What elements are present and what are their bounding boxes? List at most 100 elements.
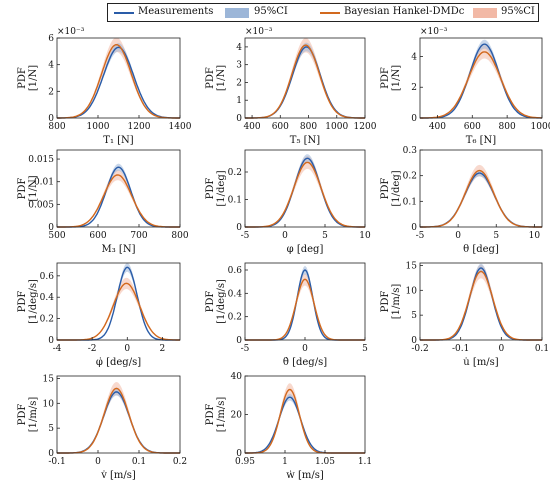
panel-T5: 400 600 800 1000 1200 0 1 2 3 4×10⁻³ T₅ [N] PDF[1/N… (205, 27, 377, 146)
y-tick-label: 0 (48, 449, 54, 459)
x-tick-label: -2 (88, 344, 97, 354)
y-axis-label: PDF[1/N] (17, 175, 39, 201)
ci-band-measurements-phidot (57, 263, 180, 340)
x-tick-label: -5 (241, 344, 250, 354)
axes-box-phi (244, 149, 366, 228)
y-tick-label: 5 (411, 311, 417, 321)
y-tick-label: 0 (411, 114, 417, 124)
x-axis-label: v̇ [m/s] (100, 470, 136, 481)
y-axis-label: PDF[1/deg] (380, 170, 402, 206)
x-tick-label: 600 (89, 231, 106, 241)
x-tick-label: 0 (455, 231, 461, 241)
ci-band-model-udot (420, 264, 542, 340)
axes-box-theta (419, 149, 543, 228)
series-line-model-T6 (420, 51, 542, 119)
series-line-model-T1 (57, 43, 180, 119)
y-tick-label: 4 (48, 61, 54, 71)
y-tick-label: 6 (48, 34, 54, 44)
x-tick-label: -4 (53, 344, 62, 354)
axes-box-vdot (56, 375, 181, 454)
y-tick-label: 0 (411, 336, 417, 346)
y-tick-label: 0.1 (403, 197, 417, 207)
x-tick-label: 800 (499, 122, 516, 132)
y-tick-label: 0 (48, 114, 54, 124)
x-tick-label: 1000 (325, 122, 348, 132)
x-tick-label: 1 (282, 457, 288, 467)
ci-band-measurements-theta (420, 169, 542, 227)
panel-wdot: 0.95 1 1.05 1.1 0 20 40 ẇ [m/s] PDF[1/m/s] (205, 372, 372, 481)
x-axis-label: φ̇ [deg/s] (96, 357, 141, 368)
y-tick-label: 15 (43, 374, 55, 384)
x-tick-label: -5 (416, 231, 425, 241)
ci-band-measurements-T5 (245, 42, 365, 118)
y-tick-label: 20 (231, 411, 243, 421)
x-tick-label: 0 (282, 231, 288, 241)
series-line-measurements-udot (420, 267, 542, 341)
x-tick-label: 700 (130, 231, 147, 241)
y-tick-label: 0.015 (28, 155, 54, 165)
x-tick-label: 0 (302, 344, 308, 354)
y-tick-label: 0.6 (40, 272, 55, 282)
axes-box-udot (419, 262, 543, 341)
series-line-model-thetadot (245, 278, 365, 341)
y-tick-label: 2 (236, 78, 242, 88)
x-tick-label: 0 (95, 457, 101, 467)
legend-label-measurements-ci: 95%CI (254, 6, 288, 17)
series-line-model-udot (420, 270, 542, 341)
y-tick-label: 1 (236, 96, 242, 106)
y-axis-label: PDF[1/N] (17, 65, 39, 91)
x-tick-label: 0.1 (535, 344, 549, 354)
y-tick-label: 0 (48, 223, 54, 233)
series-line-measurements-theta (420, 172, 542, 228)
axes-box-T6 (419, 37, 543, 119)
y-axis-label: PDF[1/deg/s] (17, 279, 39, 324)
series-line-model-phi (245, 161, 365, 228)
x-tick-label: 2 (160, 344, 166, 354)
y-tick-label: 2 (48, 87, 54, 97)
y-exponent-label: ×10⁻³ (57, 27, 85, 37)
axes-box-wdot (244, 375, 366, 454)
y-tick-label: 15 (406, 261, 418, 271)
x-tick-label: 1400 (169, 122, 192, 132)
series-line-measurements-T1 (57, 46, 180, 119)
y-tick-label: 0.3 (403, 146, 418, 156)
y-axis-label: PDF[1/m/s] (17, 397, 39, 433)
panel-M3: 500 600 700 800 0 0.005 0.01 0.015 M₃ [N] PDF[1/N… (17, 149, 189, 255)
x-tick-label: 1000 (87, 122, 110, 132)
ci-band-model-phi (245, 156, 365, 227)
series-line-measurements-phidot (57, 266, 180, 341)
axes-box-T1 (56, 37, 181, 119)
x-tick-label: -5 (241, 231, 250, 241)
x-tick-label: 0 (124, 344, 130, 354)
x-tick-label: 5 (362, 344, 368, 354)
y-axis-label: PDF[1/m/s] (380, 284, 402, 320)
y-exponent-label: ×10⁻³ (420, 27, 448, 37)
x-tick-label: 500 (48, 231, 65, 241)
series-line-measurements-vdot (57, 391, 180, 454)
x-tick-label: 5 (322, 231, 328, 241)
x-tick-label: 5 (493, 231, 499, 241)
y-tick-label: 0.01 (34, 178, 54, 188)
panel-thetadot: -5 0 500.20.40.6θ̇ [deg/s]PDF[1/deg/s] (205, 262, 368, 368)
axes-box-M3 (56, 149, 181, 228)
y-tick-label: 0.4 (40, 293, 55, 303)
series-line-measurements-T5 (245, 46, 365, 119)
legend: Measurements 95%CI Bayesian Hankel-DMDc … (107, 3, 539, 22)
ci-band-measurements-vdot (57, 388, 180, 453)
panel-T1: 800 1000 1200 1400 0 2 4 6×10⁻³ T₁ [N] PDF[1/N] (17, 27, 192, 146)
ci-band-model-M3 (57, 169, 180, 227)
x-tick-label: 1000 (531, 122, 550, 132)
y-tick-label: 0.2 (403, 172, 417, 182)
x-tick-label: -0.1 (48, 457, 65, 467)
x-tick-label: 10 (359, 231, 371, 241)
legend-band-model-ci (473, 8, 497, 18)
y-tick-label: 0 (48, 336, 54, 346)
y-tick-label: 0.4 (228, 289, 243, 299)
y-axis-label: PDF[1/m/s] (205, 397, 227, 433)
y-tick-label: 4 (236, 43, 242, 53)
series-line-measurements-wdot (245, 396, 365, 454)
y-tick-label: 0.2 (40, 315, 54, 325)
x-tick-label: 1.1 (358, 457, 372, 467)
x-tick-label: 800 (171, 231, 188, 241)
